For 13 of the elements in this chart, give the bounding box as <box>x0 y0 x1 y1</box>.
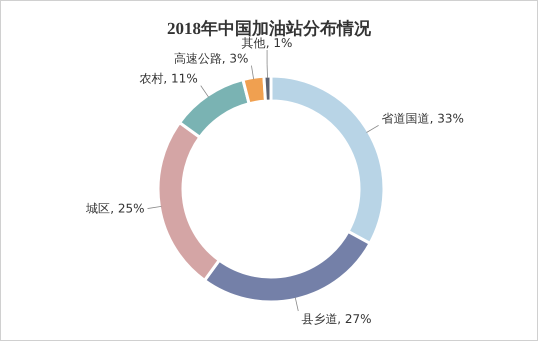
slice-label: 农村 <box>139 72 164 86</box>
slice-label: 城区 <box>85 202 110 216</box>
slice-label: 省道国道 <box>382 111 430 126</box>
data-label: , 1% <box>266 36 292 50</box>
data-label: , 27% <box>337 312 372 326</box>
data-label: , 33% <box>430 111 464 126</box>
data-label: , 25% <box>110 202 145 216</box>
slice-label: 其他 <box>242 36 266 50</box>
slice-label: 高速公路 <box>174 52 222 66</box>
data-label: , 3% <box>222 52 248 66</box>
slice-label: 县乡道 <box>301 312 338 326</box>
chart-title: 2018年中国加油站分布情况 <box>167 19 372 38</box>
data-label: , 11% <box>163 72 198 86</box>
